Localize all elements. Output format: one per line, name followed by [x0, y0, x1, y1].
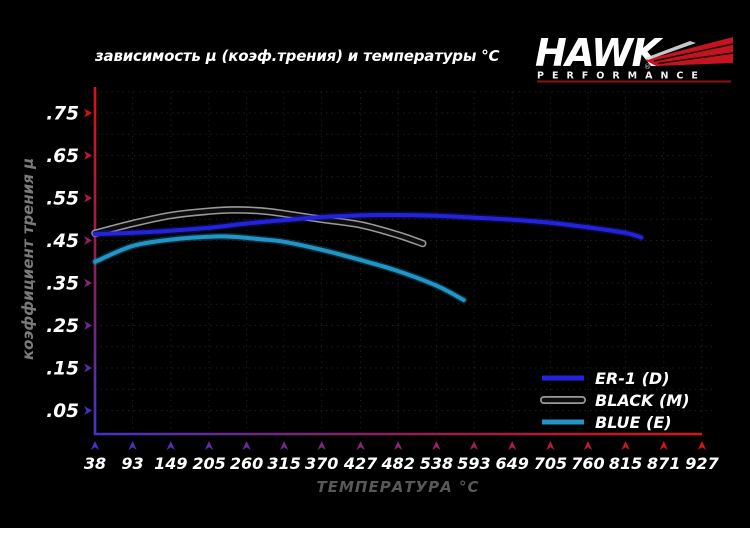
- logo-brand-text: HAWK: [535, 31, 664, 75]
- logo-graphic: HAWK ® PERFORMANCE: [535, 31, 734, 83]
- svg-text:649: 649: [495, 454, 528, 473]
- svg-text:482: 482: [380, 454, 414, 473]
- svg-text:760: 760: [571, 454, 604, 473]
- x-axis-title: ТЕМПЕРАТУРА °C: [316, 478, 480, 496]
- svg-text:93: 93: [121, 454, 143, 473]
- svg-text:38: 38: [84, 454, 106, 473]
- svg-text:538: 538: [420, 454, 453, 473]
- logo-underline: [537, 80, 731, 83]
- logo-subtitle-text: PERFORMANCE: [537, 71, 706, 82]
- svg-text:705: 705: [534, 454, 567, 473]
- legend-swatch: [542, 375, 584, 381]
- legend: ER-1 (D) BLACK (M) BLUE (E): [540, 367, 690, 433]
- svg-text:.05: .05: [46, 401, 79, 422]
- svg-text:370: 370: [305, 454, 338, 473]
- svg-text:427: 427: [343, 454, 378, 473]
- svg-text:260: 260: [230, 454, 263, 473]
- svg-text:149: 149: [154, 454, 187, 473]
- svg-text:593: 593: [457, 454, 490, 473]
- hawk-performance-logo: HAWK ® PERFORMANCE: [534, 26, 734, 84]
- legend-label: BLACK (M): [595, 390, 690, 410]
- bottom-white-strip: [0, 528, 750, 550]
- svg-text:.75: .75: [46, 104, 79, 125]
- chart-title: зависимость μ (коэф.трения) и температур…: [95, 47, 500, 65]
- y-axis-title: коэффициент трения μ: [19, 157, 37, 360]
- legend-item-1: ER-1 (D): [540, 367, 690, 389]
- tick-arrow-marks: [84, 108, 707, 450]
- svg-text:.15: .15: [46, 359, 79, 380]
- svg-text:.25: .25: [46, 316, 79, 337]
- svg-text:.55: .55: [46, 189, 79, 210]
- logo-registered-mark: ®: [644, 63, 651, 71]
- legend-label: BLUE (E): [595, 412, 672, 432]
- svg-text:.65: .65: [46, 146, 79, 167]
- legend-item-2: BLACK (M): [540, 389, 690, 411]
- svg-text:815: 815: [609, 454, 642, 473]
- svg-text:315: 315: [267, 454, 300, 473]
- hawk-wing-icon: [645, 37, 734, 66]
- svg-text:205: 205: [192, 454, 225, 473]
- legend-item-3: BLUE (E): [540, 411, 690, 433]
- svg-text:.35: .35: [46, 274, 79, 295]
- chart-canvas: .75 .65 .55 .45 .35 .25 .15 .05 38 93 149 205 260 315…: [46, 87, 720, 474]
- legend-swatch: [540, 396, 586, 404]
- svg-text:871: 871: [647, 454, 680, 473]
- tick-labels: .75 .65 .55 .45 .35 .25 .15 .05 38 93 149 205 260 315…: [46, 104, 719, 474]
- legend-swatch: [542, 419, 584, 425]
- svg-text:.45: .45: [46, 231, 79, 252]
- svg-text:927: 927: [685, 454, 719, 473]
- data-curves: [91, 206, 645, 304]
- legend-label: ER-1 (D): [595, 368, 670, 388]
